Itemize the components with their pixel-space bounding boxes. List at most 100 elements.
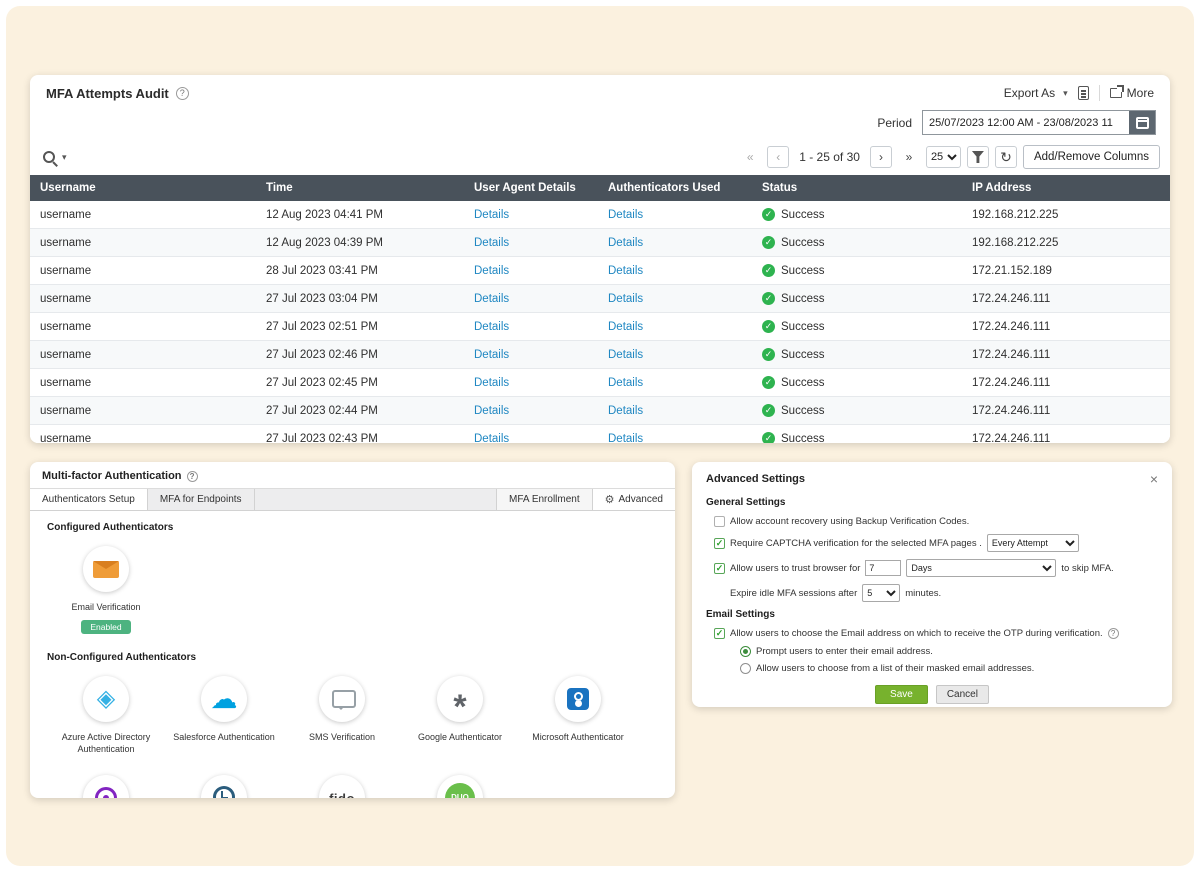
authenticator-name: Salesforce Authentication <box>173 732 275 743</box>
authenticator-item[interactable]: Custom TOTP Authenticator <box>168 775 280 798</box>
table-row: username 12 Aug 2023 04:41 PM Details De… <box>30 201 1170 229</box>
cell-status: ✓ Success <box>752 425 962 443</box>
authenticator-item[interactable]: * Google Authenticator <box>404 676 516 755</box>
trust-browser-days-input[interactable] <box>865 560 902 576</box>
backup-codes-label: Allow account recovery using Backup Veri… <box>730 516 970 527</box>
success-check-icon: ✓ <box>762 236 775 249</box>
page-title: MFA Attempts Audit <box>46 85 169 101</box>
advanced-settings-panel: Advanced Settings × General Settings All… <box>692 462 1172 707</box>
column-header-ip[interactable]: IP Address <box>972 182 1032 194</box>
authenticator-item[interactable]: DUO Duo <box>404 775 516 798</box>
status-text: Success <box>781 236 825 249</box>
cell-time: 12 Aug 2023 04:41 PM <box>266 208 384 221</box>
period-input[interactable] <box>923 111 1129 134</box>
authenticator-item[interactable]: fido FIDO Passkeys <box>286 775 398 798</box>
user-agent-details-link[interactable]: Details <box>474 404 510 417</box>
cell-user-agent: Details <box>464 341 598 368</box>
tab-authenticators-setup[interactable]: Authenticators Setup <box>30 489 148 510</box>
more-button[interactable]: More <box>1109 85 1154 100</box>
masked-email-radio[interactable] <box>740 663 751 674</box>
authenticator-icon <box>83 546 129 592</box>
user-agent-details-link[interactable]: Details <box>474 264 510 277</box>
captcha-frequency-select[interactable]: Every Attempt <box>986 534 1079 552</box>
status-text: Success <box>781 292 825 305</box>
authenticator-item[interactable]: Email Verification Enabled <box>50 546 162 635</box>
user-agent-details-link[interactable]: Details <box>474 376 510 389</box>
cell-username: username <box>40 264 92 277</box>
backup-codes-row: Allow account recovery using Backup Veri… <box>714 516 1158 527</box>
cell-username: username <box>40 348 92 361</box>
authenticator-item[interactable]: Microsoft Authenticator <box>522 676 634 755</box>
export-as-button[interactable]: Export As ▾ <box>1003 86 1068 100</box>
authenticator-item[interactable]: ☁ Salesforce Authentication <box>168 676 280 755</box>
filter-button[interactable] <box>966 146 989 168</box>
status-text: Success <box>781 348 825 361</box>
pagination-prev-button[interactable]: ‹ <box>767 146 790 168</box>
column-header-username[interactable]: Username <box>40 182 96 194</box>
authenticators-details-link[interactable]: Details <box>608 264 644 277</box>
advanced-settings-buttons: Save Cancel <box>706 685 1158 704</box>
refresh-button[interactable]: ↻ <box>994 146 1017 168</box>
authenticator-icon: ☁ <box>201 676 247 723</box>
tab-mfa-for-endpoints[interactable]: MFA for Endpoints <box>148 489 255 510</box>
cancel-button[interactable]: Cancel <box>935 685 989 704</box>
backup-codes-checkbox[interactable] <box>714 516 725 527</box>
multi-factor-authentication-panel: Multi-factor Authentication ? Authentica… <box>30 462 675 798</box>
authenticators-details-link[interactable]: Details <box>608 432 644 444</box>
authenticators-details-link[interactable]: Details <box>608 208 644 221</box>
prompt-email-radio[interactable] <box>740 646 751 657</box>
page-size-select[interactable]: 25 <box>925 146 961 168</box>
add-remove-columns-button[interactable]: Add/Remove Columns <box>1022 145 1160 169</box>
column-header-time[interactable]: Time <box>266 182 293 194</box>
table-header: Username Time User Agent Details Authent… <box>30 175 1170 201</box>
authenticator-name: Microsoft Authenticator <box>532 732 624 743</box>
authenticator-item[interactable]: Zoho OneAuth TOTP <box>50 775 162 798</box>
user-agent-details-link[interactable]: Details <box>474 348 510 361</box>
schedule-report-button[interactable] <box>1077 86 1089 100</box>
cell-authenticators: Details <box>598 313 752 340</box>
pagination-first-button[interactable]: « <box>739 146 761 168</box>
close-icon[interactable]: × <box>1149 471 1158 487</box>
authenticators-details-link[interactable]: Details <box>608 404 644 417</box>
expire-sessions-suffix: minutes. <box>905 587 942 599</box>
expire-sessions-select[interactable]: 5 <box>862 584 901 602</box>
tab-advanced[interactable]: ⚙ Advanced <box>591 489 675 510</box>
captcha-checkbox[interactable] <box>714 537 725 549</box>
info-icon[interactable]: ? <box>186 470 198 482</box>
masked-email-radio-row: Allow users to choose from a list of the… <box>740 663 1158 674</box>
user-agent-details-link[interactable]: Details <box>474 432 510 444</box>
authenticator-item[interactable]: SMS Verification <box>286 676 398 755</box>
tab-mfa-enrollment[interactable]: MFA Enrollment <box>496 489 592 510</box>
help-icon[interactable]: ? <box>1107 628 1119 639</box>
authenticators-details-link[interactable]: Details <box>608 236 644 249</box>
calendar-button[interactable] <box>1129 111 1155 134</box>
cell-username: username <box>40 404 92 417</box>
user-agent-details-link[interactable]: Details <box>474 320 510 333</box>
column-search-toggle[interactable]: ▾ <box>40 148 69 167</box>
authenticator-name: SMS Verification <box>308 732 376 743</box>
authenticators-details-link[interactable]: Details <box>608 292 644 305</box>
authenticator-item[interactable]: ◈ Azure Active Directory Authentication <box>50 676 162 755</box>
authenticators-details-link[interactable]: Details <box>608 348 644 361</box>
email-choose-checkbox[interactable] <box>714 628 725 639</box>
user-agent-details-link[interactable]: Details <box>474 236 510 249</box>
user-agent-details-link[interactable]: Details <box>474 292 510 305</box>
authenticator-icon <box>201 775 247 798</box>
trust-browser-unit-select[interactable]: Days <box>906 559 1057 577</box>
cell-authenticators: Details <box>598 257 752 284</box>
pagination-next-button[interactable]: › <box>869 146 892 168</box>
mfa-panel-header: Multi-factor Authentication ? <box>30 462 675 488</box>
save-button[interactable]: Save <box>875 685 928 704</box>
prompt-email-label: Prompt users to enter their email addres… <box>756 646 933 657</box>
column-header-status[interactable]: Status <box>762 182 798 194</box>
help-icon[interactable]: ? <box>175 86 189 100</box>
authenticators-details-link[interactable]: Details <box>608 376 644 389</box>
configured-authenticators-heading: Configured Authenticators <box>47 522 174 533</box>
user-agent-details-link[interactable]: Details <box>474 208 510 221</box>
authenticators-details-link[interactable]: Details <box>608 320 644 333</box>
pagination-last-button[interactable]: » <box>898 146 920 168</box>
trust-browser-checkbox[interactable] <box>714 562 725 574</box>
cell-status: ✓ Success <box>752 229 962 256</box>
column-header-authenticators[interactable]: Authenticators Used <box>608 182 721 194</box>
column-header-user-agent[interactable]: User Agent Details <box>474 182 576 194</box>
